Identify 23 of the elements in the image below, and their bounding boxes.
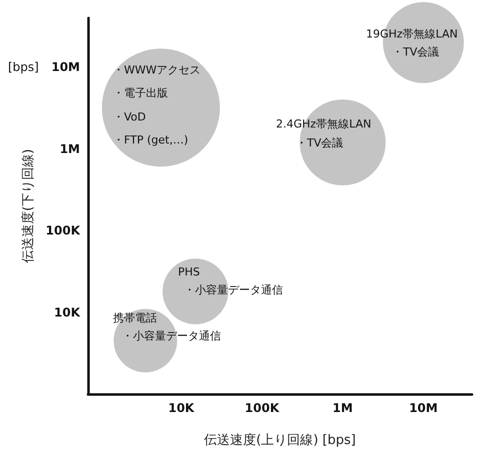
x-axis-title: 伝送速度(上り回線) [bps] <box>204 432 356 448</box>
annotation: PHS <box>178 266 200 278</box>
x-tick-label: 100K <box>244 401 280 415</box>
y-tick-label: 10M <box>51 60 80 74</box>
y-axis-title: 伝送速度(下り回線) <box>20 148 36 264</box>
annotation: ・電子出版 <box>113 86 168 100</box>
x-tick-label: 1M <box>332 401 353 415</box>
annotation: 2.4GHz帯無線LAN <box>276 118 372 130</box>
annotation: 携帯電話 <box>113 312 157 324</box>
y-tick-label: 1M <box>60 142 80 156</box>
annotation: ・WWWアクセス <box>113 64 201 76</box>
x-tick-label: 10M <box>409 401 438 415</box>
annotation: ・小容量データ通信 <box>184 284 283 296</box>
annotation: ・小容量データ通信 <box>122 330 221 342</box>
text: [bps] <box>8 60 39 74</box>
annotation: ・FTP (get,…) <box>113 134 188 146</box>
annotation: ・VoD <box>113 110 146 124</box>
y-tick-label: 100K <box>46 224 81 238</box>
y-tick-label: 10K <box>54 305 81 320</box>
annotation: 19GHz帯無線LAN <box>366 28 458 40</box>
x-tick-label: 10K <box>168 401 195 415</box>
annotation: ・TV会議 <box>392 46 440 58</box>
annotation: ・TV会議 <box>296 136 344 150</box>
